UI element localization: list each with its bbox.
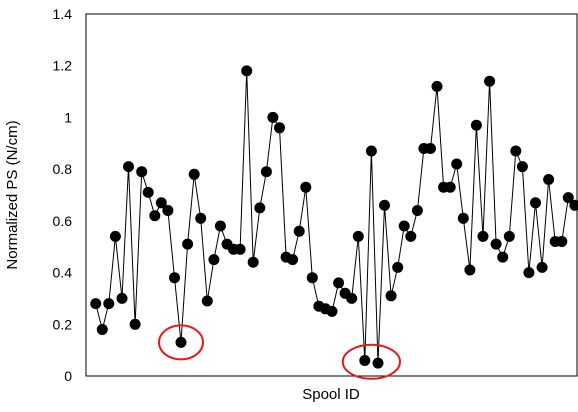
data-point — [372, 357, 384, 369]
data-point — [405, 230, 417, 242]
data-point — [241, 65, 253, 77]
data-point — [162, 205, 174, 216]
data-point — [457, 212, 469, 224]
data-point — [385, 290, 397, 302]
data-point — [477, 230, 489, 242]
y-tick-label: 1 — [64, 109, 72, 125]
data-point — [188, 168, 200, 180]
data-point — [411, 205, 423, 216]
data-point — [398, 220, 410, 232]
data-point — [516, 161, 528, 173]
outlier-highlight-circle — [158, 324, 204, 361]
data-point — [562, 192, 574, 204]
data-point — [503, 230, 515, 242]
data-point — [451, 158, 463, 170]
data-point — [254, 202, 266, 214]
y-tick-label: 0.6 — [53, 213, 73, 229]
data-point — [484, 75, 496, 87]
data-point — [208, 254, 220, 266]
data-point — [530, 197, 541, 209]
data-point — [300, 181, 312, 193]
data-point — [129, 318, 141, 330]
data-point — [490, 238, 502, 250]
data-point — [169, 272, 180, 284]
data-point — [306, 272, 318, 284]
data-point — [326, 305, 338, 317]
data-point — [510, 145, 522, 157]
data-point — [214, 220, 226, 232]
outlier-highlight-circle — [341, 343, 401, 380]
data-point — [425, 143, 436, 154]
data-point — [274, 122, 285, 134]
data-point — [431, 80, 443, 92]
y-tick-label: 0.8 — [53, 161, 73, 177]
data-point — [352, 230, 364, 242]
data-point — [569, 199, 578, 211]
y-tick-label: 1.2 — [53, 58, 73, 74]
data-point — [556, 236, 568, 247]
data-point — [175, 336, 187, 348]
data-point — [103, 298, 115, 310]
data-point — [392, 261, 404, 273]
data-point — [267, 111, 279, 123]
data-point — [287, 254, 299, 266]
data-point — [497, 251, 509, 263]
data-point — [543, 174, 555, 185]
data-point — [333, 277, 345, 289]
data-point — [142, 186, 154, 198]
y-tick-label: 1.4 — [53, 6, 73, 22]
data-point — [201, 295, 213, 307]
data-point — [247, 256, 259, 268]
y-tick-label: 0.4 — [53, 265, 73, 281]
data-point — [293, 225, 305, 237]
data-point — [444, 181, 456, 193]
data-point — [346, 292, 358, 304]
data-point — [464, 264, 476, 276]
data-point — [155, 197, 167, 209]
data-point — [523, 267, 535, 279]
data-point — [536, 261, 548, 273]
series-line — [95, 70, 576, 364]
plot-frame — [85, 13, 578, 377]
data-point — [379, 199, 390, 211]
data-point — [109, 230, 121, 242]
data-point — [123, 161, 134, 173]
y-tick-label: 0 — [64, 368, 72, 384]
y-axis-title: Normalized PS (N/cm) — [4, 120, 21, 269]
data-point — [234, 243, 246, 255]
data-point — [470, 119, 482, 131]
data-point — [182, 238, 194, 250]
data-point — [96, 324, 108, 335]
y-tick-label: 0.2 — [53, 316, 73, 332]
data-point — [116, 292, 128, 304]
data-point — [359, 355, 371, 366]
data-point — [136, 166, 148, 178]
data-point — [90, 298, 102, 310]
data-point — [195, 212, 207, 224]
data-point — [149, 210, 161, 222]
data-point — [365, 145, 377, 157]
x-axis-title: Spool ID — [302, 386, 360, 403]
data-point — [260, 166, 272, 178]
